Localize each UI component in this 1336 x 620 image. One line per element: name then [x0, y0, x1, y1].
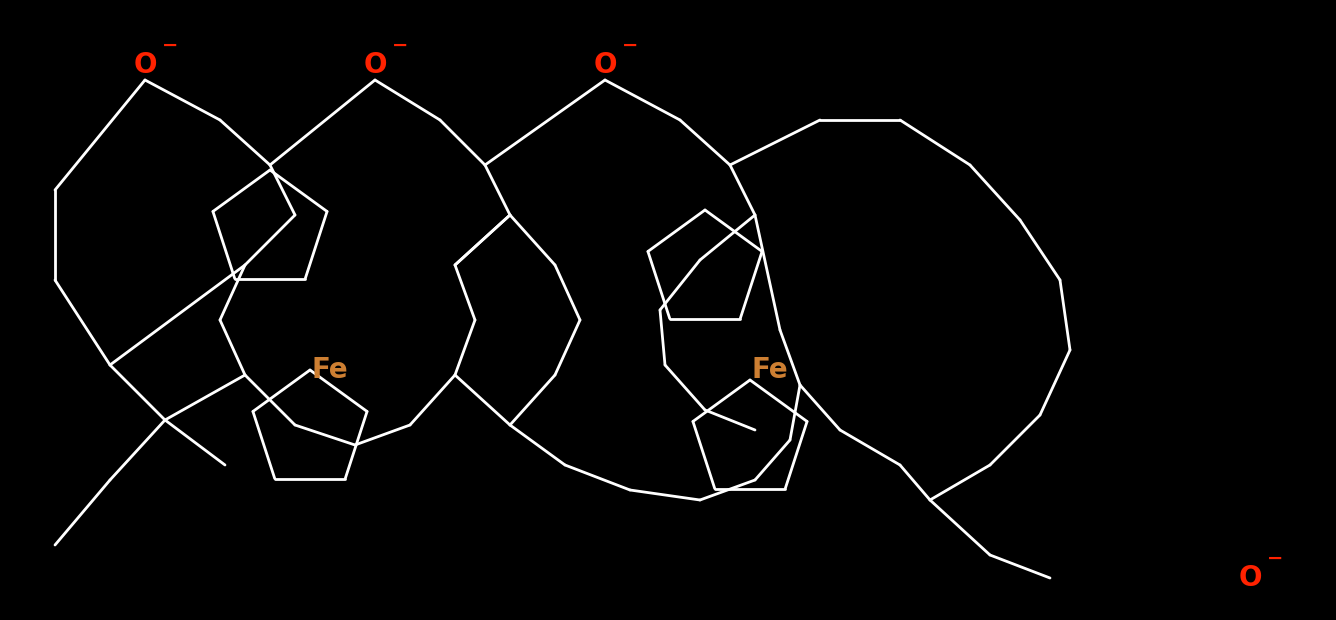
Text: −: − — [391, 35, 409, 55]
Text: −: − — [162, 35, 178, 55]
Text: Fe: Fe — [752, 356, 788, 384]
Text: −: − — [1267, 549, 1283, 567]
Text: O: O — [593, 51, 617, 79]
Text: O: O — [363, 51, 386, 79]
Text: −: − — [621, 35, 639, 55]
Text: Fe: Fe — [311, 356, 349, 384]
Text: O: O — [134, 51, 156, 79]
Text: O: O — [1238, 564, 1261, 592]
